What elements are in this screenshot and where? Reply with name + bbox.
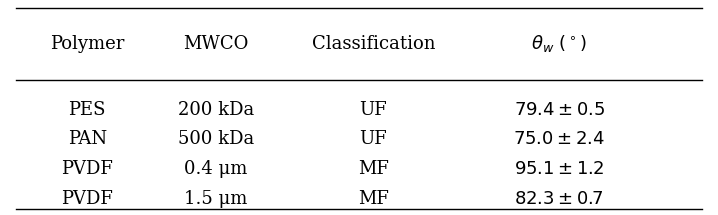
Text: Polymer: Polymer [50,35,124,53]
Text: $75.0 \pm 2.4$: $75.0 \pm 2.4$ [513,130,605,148]
Text: Classification: Classification [312,35,435,53]
Text: 500 kDa: 500 kDa [178,130,254,148]
Text: $95.1 \pm 1.2$: $95.1 \pm 1.2$ [514,160,605,178]
Text: $79.4 \pm 0.5$: $79.4 \pm 0.5$ [513,101,605,119]
Text: UF: UF [360,130,387,148]
Text: MF: MF [358,160,388,178]
Text: $82.3 \pm 0.7$: $82.3 \pm 0.7$ [514,190,605,208]
Text: MF: MF [358,190,388,208]
Text: 1.5 μm: 1.5 μm [185,190,248,208]
Text: PES: PES [68,101,106,119]
Text: PVDF: PVDF [61,190,113,208]
Text: UF: UF [360,101,387,119]
Text: MWCO: MWCO [183,35,248,53]
Text: PAN: PAN [67,130,107,148]
Text: $\theta_w\ (^\circ)$: $\theta_w\ (^\circ)$ [531,33,587,54]
Text: PVDF: PVDF [61,160,113,178]
Text: 0.4 μm: 0.4 μm [185,160,248,178]
Text: 200 kDa: 200 kDa [178,101,254,119]
